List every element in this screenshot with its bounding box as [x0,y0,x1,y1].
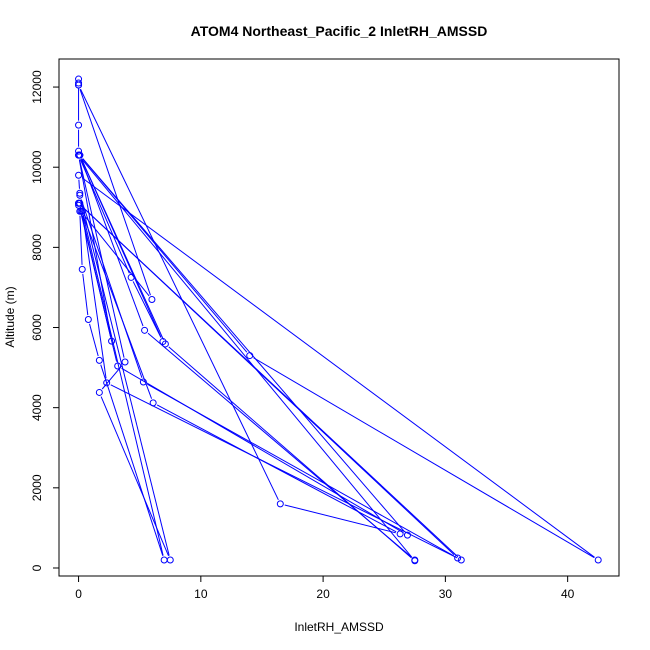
series-line-segment [100,396,169,557]
data-point [75,121,83,129]
series-line-segment [79,207,153,399]
series-line-segment [80,199,170,556]
x-tick-label: 20 [316,587,330,601]
series-line-segment [80,159,144,327]
data-point [95,388,103,396]
series-line-segment [100,364,164,556]
series-line-segment [81,177,595,558]
data-point [276,500,284,508]
data-point [78,265,86,273]
data-point [75,147,83,155]
data-point [75,79,83,87]
data-point [121,358,129,366]
data-point [127,273,135,281]
data-point [114,362,122,370]
series [75,75,602,565]
y-tick-label: 12000 [30,70,44,104]
data-point [411,556,419,564]
x-tick-label: 0 [75,587,82,601]
data-point [149,399,157,407]
data-point [75,81,83,89]
data-point [76,189,84,197]
series-line-segment [82,158,405,533]
y-tick-label: 10000 [30,150,44,184]
y-tick-label: 6000 [30,314,44,341]
series-line-segment [80,88,279,501]
series-line-segment [78,159,112,337]
chart-title: ATOM4 Northeast_Pacific_2 InletRH_AMSSD [191,23,488,39]
series-line-segment [147,383,454,557]
y-tick-label: 4000 [30,394,44,421]
series-line-segment [132,281,162,338]
data-point [159,338,167,346]
x-axis-label: InletRH_AMSSD [294,620,384,634]
data-point [166,556,174,564]
data-point [457,556,465,564]
data-point [103,379,111,387]
plot-frame [58,58,620,577]
data-point [75,171,83,179]
x-tick-label: 30 [439,587,453,601]
series-line-segment [82,215,107,379]
series-line-segment [89,323,99,357]
data-point [76,191,84,199]
data-point [108,337,116,345]
data-point [77,207,85,215]
data-point [594,556,602,564]
data-point [84,316,92,324]
y-tick-label: 0 [30,564,44,571]
series-line-segment [81,205,455,556]
data-point [148,295,156,303]
series-line-segment [82,273,89,316]
data-point [95,356,103,364]
data-point [139,378,147,386]
data-point [403,531,411,539]
series-line-segment [81,158,413,558]
y-tick-label: 8000 [30,234,44,261]
series-line-segment [78,179,80,189]
x-tick-label: 40 [561,587,575,601]
data-point [161,340,169,348]
series-layer [75,75,602,565]
x-tick-label: 10 [194,587,208,601]
y-axis-label: Altitude (m) [3,286,17,347]
data-point [246,352,254,360]
series-line-segment [81,215,112,337]
data-point [75,199,83,207]
series-line-segment [147,332,412,558]
data-point [141,326,149,334]
series-line-segment [101,365,123,390]
series-line-segment [79,215,83,265]
series-line-segment [81,159,162,338]
series-line-segment [253,357,595,559]
y-tick-label: 2000 [30,474,44,501]
series-line-segment [82,215,164,556]
data-point [396,530,404,538]
data-point [76,151,84,159]
data-point [454,554,462,562]
series-line-segment [110,384,458,559]
series-line-segment [79,89,151,296]
